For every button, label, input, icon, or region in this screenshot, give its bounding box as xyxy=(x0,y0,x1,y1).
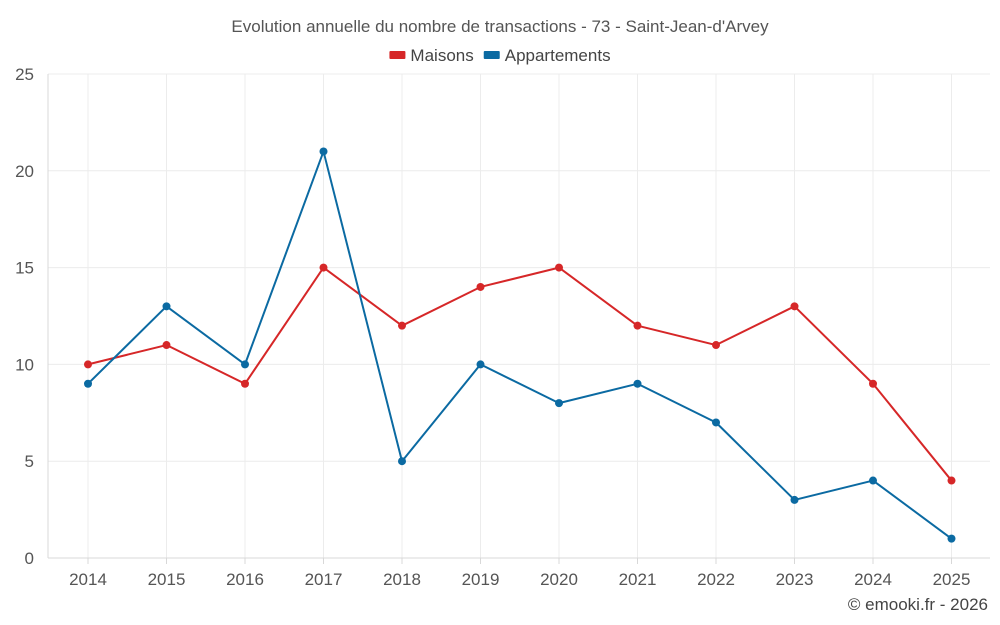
x-tick-label: 2015 xyxy=(148,570,186,589)
data-point-maisons xyxy=(947,476,956,485)
data-point-appartements xyxy=(633,379,642,388)
x-tick-label: 2021 xyxy=(619,570,657,589)
series-maisons xyxy=(84,263,956,485)
y-tick-label: 0 xyxy=(25,549,34,568)
x-axis-ticks: 2014 2015 2016 2017 2018 2019 2020 2021 2022 2023… xyxy=(69,570,970,589)
x-tick-label: 2023 xyxy=(776,570,814,589)
data-point-maisons xyxy=(319,263,328,272)
axes xyxy=(47,74,990,564)
chart-legend: Maisons Appartements xyxy=(389,46,611,65)
x-tick-label: 2022 xyxy=(697,570,735,589)
data-point-maisons xyxy=(790,302,799,311)
legend-label: Maisons xyxy=(410,46,473,65)
x-tick-label: 2025 xyxy=(933,570,971,589)
x-tick-label: 2020 xyxy=(540,570,578,589)
y-tick-label: 5 xyxy=(25,452,34,471)
data-point-appartements xyxy=(555,399,563,408)
y-tick-label: 15 xyxy=(15,259,34,278)
series xyxy=(84,147,956,543)
data-point-maisons xyxy=(476,282,485,291)
legend-label: Appartements xyxy=(505,46,611,65)
y-axis-ticks: 0 5 10 15 20 25 xyxy=(15,65,34,568)
data-point-maisons xyxy=(633,321,642,330)
data-point-maisons xyxy=(869,379,877,388)
x-tick-label: 2019 xyxy=(462,570,500,589)
data-point-appartements xyxy=(398,457,406,466)
data-point-appartements xyxy=(869,476,877,485)
data-point-maisons xyxy=(712,341,720,350)
data-point-appartements xyxy=(84,379,92,388)
data-point-appartements xyxy=(476,360,485,369)
x-tick-label: 2016 xyxy=(226,570,264,589)
data-point-appartements xyxy=(947,534,956,543)
data-point-maisons xyxy=(162,341,171,350)
watermark-text: © emooki.fr - 2026 xyxy=(848,595,988,614)
data-point-appartements xyxy=(162,302,171,311)
y-tick-label: 20 xyxy=(15,162,34,181)
x-tick-label: 2017 xyxy=(305,570,343,589)
series-line-maisons xyxy=(87,266,953,482)
legend-swatch xyxy=(483,51,500,59)
data-point-appartements xyxy=(712,418,720,427)
x-tick-label: 2014 xyxy=(69,570,107,589)
series-appartements xyxy=(84,147,956,543)
series-line-appartements xyxy=(87,150,953,540)
legend-item: Maisons xyxy=(389,46,474,65)
data-point-appartements xyxy=(241,360,249,369)
grid xyxy=(48,73,990,558)
y-tick-label: 25 xyxy=(15,65,34,84)
data-point-maisons xyxy=(555,263,563,272)
chart-title: Evolution annuelle du nombre de transact… xyxy=(231,17,769,36)
data-point-maisons xyxy=(241,379,249,388)
legend-item: Appartements xyxy=(483,46,611,65)
data-point-appartements xyxy=(790,495,799,504)
data-point-maisons xyxy=(84,360,92,369)
data-point-maisons xyxy=(398,321,406,330)
legend-swatch xyxy=(389,51,406,59)
y-tick-label: 10 xyxy=(15,355,34,374)
x-tick-label: 2024 xyxy=(854,570,892,589)
data-point-appartements xyxy=(319,147,328,156)
x-tick-label: 2018 xyxy=(383,570,421,589)
